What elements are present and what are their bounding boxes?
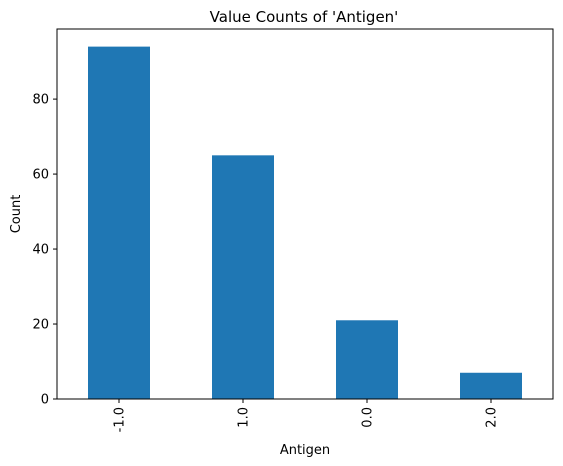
bar-2.0 — [460, 372, 522, 399]
y-axis-ticks: 0 20 40 60 80 — [32, 93, 57, 408]
bar-0.0 — [336, 320, 398, 399]
x-tick-label: 2.0 — [485, 407, 500, 428]
x-tick-label: 0.0 — [361, 407, 376, 428]
y-tick-label: 20 — [32, 318, 49, 333]
x-tick-label: -1.0 — [113, 407, 128, 432]
y-axis-label: Count — [9, 195, 24, 234]
y-tick-label: 60 — [32, 168, 49, 183]
y-tick-label: 0 — [41, 393, 49, 408]
bar--1.0 — [88, 46, 150, 400]
y-tick-label: 40 — [32, 243, 49, 258]
y-tick-label: 80 — [32, 93, 49, 108]
bar-1.0 — [212, 155, 274, 399]
bar-series — [88, 46, 522, 400]
x-axis-ticks: -1.0 1.0 0.0 2.0 — [113, 399, 500, 432]
chart-title: Value Counts of 'Antigen' — [210, 8, 399, 26]
x-tick-label: 1.0 — [237, 407, 252, 428]
plot-area-frame — [56, 28, 554, 400]
x-axis-label: Antigen — [280, 443, 330, 458]
